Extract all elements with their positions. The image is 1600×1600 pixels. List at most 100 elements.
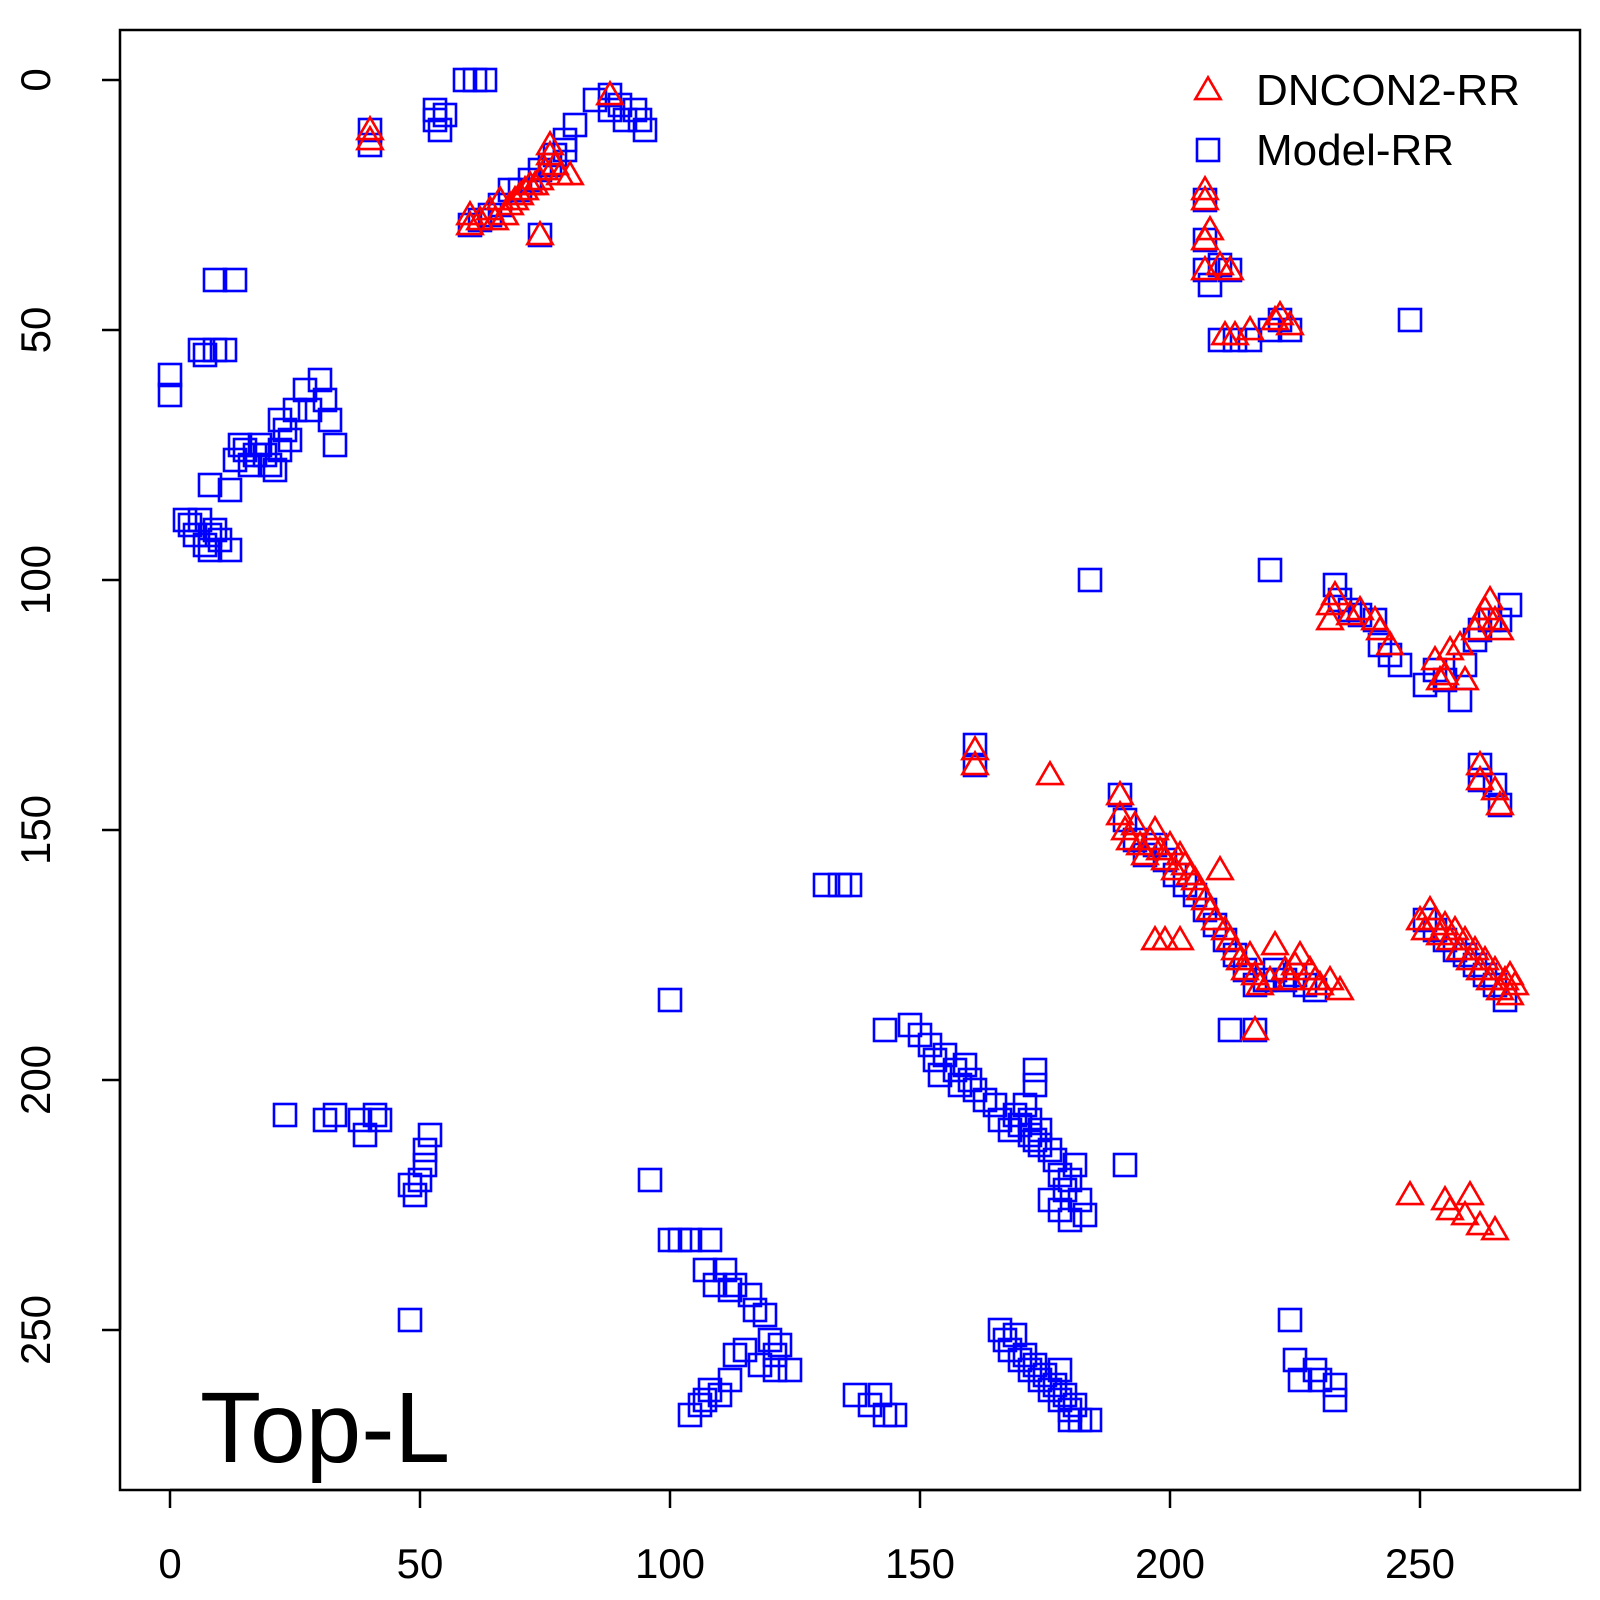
dncon2-rr-point <box>1320 579 1350 606</box>
model-rr-point <box>1022 1072 1048 1098</box>
model-rr-point <box>1062 1152 1088 1178</box>
model-rr-point <box>202 267 228 293</box>
model-rr-point <box>222 267 248 293</box>
dncon2-rr-point <box>1395 1179 1425 1206</box>
y-tick-label: 150 <box>12 795 59 865</box>
model-rr-point <box>262 457 288 483</box>
dncon2-rr-point <box>1450 1199 1480 1226</box>
model-rr-point <box>197 537 223 563</box>
legend-label: Model-RR <box>1256 126 1454 175</box>
model-rr-point <box>1277 1307 1303 1333</box>
dncon2-rr-point <box>960 734 990 761</box>
model-rr-point <box>157 362 183 388</box>
x-tick-label: 250 <box>1385 1540 1455 1587</box>
model-rr-point <box>632 117 658 143</box>
model-rr-point <box>227 432 253 458</box>
model-rr-point <box>402 1182 428 1208</box>
model-rr-point <box>582 87 608 113</box>
model-rr-point <box>212 337 238 363</box>
model-rr-point <box>1072 1202 1098 1228</box>
model-rr-point <box>197 472 223 498</box>
y-tick-label: 50 <box>12 307 59 354</box>
model-rr-point <box>1322 572 1348 598</box>
model-rr-point <box>1322 1387 1348 1413</box>
model-rr-point <box>722 1342 748 1368</box>
model-rr-point <box>352 1122 378 1148</box>
model-rr-point <box>872 1017 898 1043</box>
dncon2-rr-point <box>1345 594 1375 621</box>
dncon2-rr-point <box>520 169 550 196</box>
model-rr-point <box>752 1302 778 1328</box>
model-rr-point <box>317 407 343 433</box>
dncon2-rr-point <box>1325 974 1355 1001</box>
model-rr-point <box>1397 307 1423 333</box>
dncon2-rr-point <box>1465 1209 1495 1236</box>
dncon2-rr-point <box>1470 944 1500 971</box>
dncon2-rr-point <box>1260 304 1290 331</box>
dncon2-rr-point <box>1315 964 1345 991</box>
dncon2-rr-point <box>1435 634 1465 661</box>
model-rr-point <box>747 1352 773 1378</box>
dncon2-rr-point <box>1165 924 1195 951</box>
dncon2-rr-point <box>1035 759 1065 786</box>
points-layer <box>157 67 1530 1433</box>
dncon2-rr-point <box>1190 184 1220 211</box>
dncon2-rr-point <box>1190 224 1220 251</box>
dncon2-rr-point <box>555 159 585 186</box>
dncon2-rr-point <box>1275 309 1305 336</box>
model-rr-point <box>692 1387 718 1413</box>
y-tick-label: 0 <box>12 68 59 91</box>
dncon2-rr-point <box>355 124 385 151</box>
model-rr-point <box>717 1277 743 1303</box>
x-tick-label: 200 <box>1135 1540 1205 1587</box>
model-rr-point <box>187 337 213 363</box>
dncon2-rr-point <box>1375 629 1405 656</box>
dncon2-rr-point <box>1445 629 1475 656</box>
dncon2-rr-point <box>1435 1194 1465 1221</box>
x-tick-label: 50 <box>397 1540 444 1587</box>
dncon2-rr-point <box>1205 854 1235 881</box>
dncon2-rr-point <box>1175 859 1205 886</box>
model-rr-point <box>697 1227 723 1253</box>
model-rr-point <box>417 1122 443 1148</box>
model-rr-point <box>362 1102 388 1128</box>
dncon2-rr-point <box>1430 659 1460 686</box>
model-rr-point <box>1057 1407 1083 1433</box>
x-tick-label: 100 <box>635 1540 705 1587</box>
model-rr-point <box>1282 1347 1308 1373</box>
model-rr-point <box>1482 772 1508 798</box>
model-rr-point <box>222 447 248 473</box>
model-rr-point <box>1322 1372 1348 1398</box>
model-rr-point <box>657 987 683 1013</box>
model-rr-point <box>1307 1367 1333 1393</box>
dncon2-rr-point <box>1475 584 1505 611</box>
dncon2-rr-point <box>1285 939 1315 966</box>
model-rr-point <box>1257 557 1283 583</box>
dncon2-rr-point <box>1265 299 1295 326</box>
dncon2-rr-point <box>1440 914 1470 941</box>
dncon2-rr-point <box>1480 1214 1510 1241</box>
dncon2-rr-point <box>480 204 510 231</box>
dncon2-rr-point <box>1140 814 1170 841</box>
dncon2-rr-point <box>1485 614 1515 641</box>
legend-item: Model-RR <box>1195 126 1454 175</box>
dncon2-rr-point <box>1260 929 1290 956</box>
dncon2-rr-point <box>525 219 555 246</box>
dncon2-rr-point <box>1365 614 1395 641</box>
dncon2-rr-point <box>1120 809 1150 836</box>
legend-item: DNCON2-RR <box>1193 66 1520 115</box>
model-rr-point <box>1022 1057 1048 1083</box>
legend: DNCON2-RR Model-RR <box>1193 66 1520 175</box>
panel-label: Top-L <box>200 1372 450 1484</box>
model-rr-point <box>737 1282 763 1308</box>
legend-square-marker <box>1195 137 1221 163</box>
x-tick-label: 0 <box>158 1540 181 1587</box>
model-rr-point <box>322 1102 348 1128</box>
legend-triangle-marker <box>1193 74 1223 101</box>
model-rr-point <box>1077 1407 1103 1433</box>
model-rr-point <box>952 1052 978 1078</box>
model-rr-point <box>1047 1357 1073 1383</box>
model-rr-point <box>867 1382 893 1408</box>
dncon2-rr-point <box>1275 964 1305 991</box>
